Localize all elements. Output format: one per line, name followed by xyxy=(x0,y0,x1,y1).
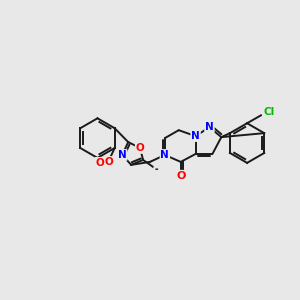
Text: N: N xyxy=(205,122,214,132)
Text: Cl: Cl xyxy=(263,107,274,117)
Text: O: O xyxy=(95,158,104,168)
Text: O: O xyxy=(136,143,145,153)
Text: O: O xyxy=(104,157,113,167)
Text: O: O xyxy=(176,171,185,181)
Text: N: N xyxy=(160,150,169,160)
Text: N: N xyxy=(118,150,127,160)
Text: –: – xyxy=(154,166,158,172)
Text: –: – xyxy=(155,165,158,171)
Text: N: N xyxy=(191,131,200,141)
